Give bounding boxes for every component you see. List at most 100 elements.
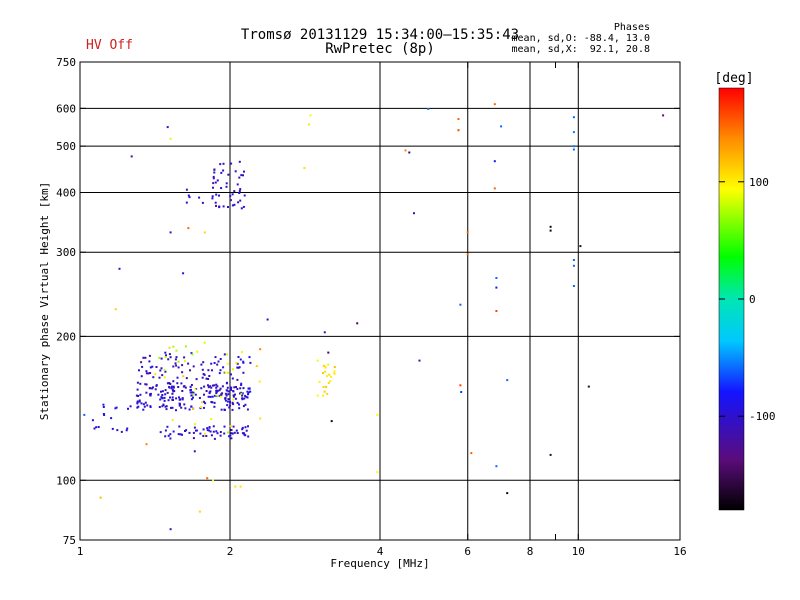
axis-ticks: 1 2 4 6 8 10 16 75 100 200 300 400 500 600 750 [56,56,687,558]
colorbar-tick-label: 100 [749,176,769,189]
data-point [144,401,147,404]
data-point [238,403,240,406]
data-point [242,405,245,408]
data-point [171,419,174,421]
x-axis-label: Frequency [MHz] [330,557,429,570]
data-point [215,386,218,389]
data-point [213,384,216,387]
data-point [171,406,174,409]
data-point [189,369,191,372]
data-point [188,431,191,434]
data-point [211,369,213,372]
data-point [151,365,154,368]
data-point [102,406,105,408]
data-point [234,170,237,173]
data-point [157,393,160,396]
data-point [230,429,233,431]
data-point [148,360,151,363]
data-point [227,393,230,396]
colorbar-tick-label: -100 [749,410,776,423]
data-point [230,162,233,165]
data-point [242,360,245,363]
data-point [235,429,238,432]
data-point [167,434,170,437]
data-point [202,406,205,409]
data-point [161,390,164,393]
x-tick-label: 1 [77,545,84,558]
data-point [200,406,202,409]
data-point [237,201,240,204]
data-point [148,387,151,390]
data-point [231,193,234,196]
data-point [330,420,333,423]
data-point [167,399,170,402]
data-point [130,155,133,158]
data-point [145,391,148,394]
data-point [466,253,469,256]
data-point [178,403,181,406]
data-point [240,384,243,386]
data-point [102,403,105,406]
data-point [99,496,102,499]
data-point [171,388,174,391]
data-point [143,405,146,408]
data-point [227,431,229,434]
data-point [171,398,174,401]
data-point [213,168,216,171]
data-point [233,203,236,206]
data-point [183,403,186,406]
data-point [190,384,193,386]
data-point [199,432,202,435]
data-point [194,388,197,391]
data-point [207,386,210,389]
data-point [218,372,221,375]
data-point [164,435,167,438]
data-point [93,427,96,430]
data-point [163,396,166,399]
data-point [229,425,232,428]
data-point [149,392,152,395]
data-point [202,435,205,437]
data-point [188,408,191,411]
data-point [201,376,204,379]
data-point [210,362,213,365]
y-tick-label: 600 [56,102,76,115]
data-point [493,187,496,190]
data-point [493,103,496,106]
data-point [227,398,230,401]
data-point [168,353,171,356]
data-point [213,401,216,404]
data-point [201,201,204,204]
data-point [126,427,129,430]
data-point [208,429,210,432]
data-point [213,405,216,408]
data-point [203,341,206,344]
colorbar-tick-label: 0 [749,293,756,306]
data-point [160,367,163,370]
data-point [327,382,330,384]
data-point [238,407,241,410]
data-point [242,174,244,177]
data-point [204,432,206,435]
data-point [115,406,118,409]
data-point [201,401,204,404]
data-point [240,174,243,177]
data-point [137,405,140,408]
data-point [220,171,223,174]
data-point [148,354,151,357]
data-point [307,123,310,126]
data-point [239,188,242,191]
data-point [181,433,183,436]
data-point [228,435,231,438]
data-point [158,406,161,408]
data-point [329,380,332,382]
data-point [209,390,212,393]
data-point [236,183,239,186]
data-point [162,404,165,406]
data-point [222,169,225,172]
data-point [159,431,162,434]
data-point [161,405,164,408]
data-point [195,429,198,432]
data-point [237,356,240,358]
data-point [214,201,217,204]
